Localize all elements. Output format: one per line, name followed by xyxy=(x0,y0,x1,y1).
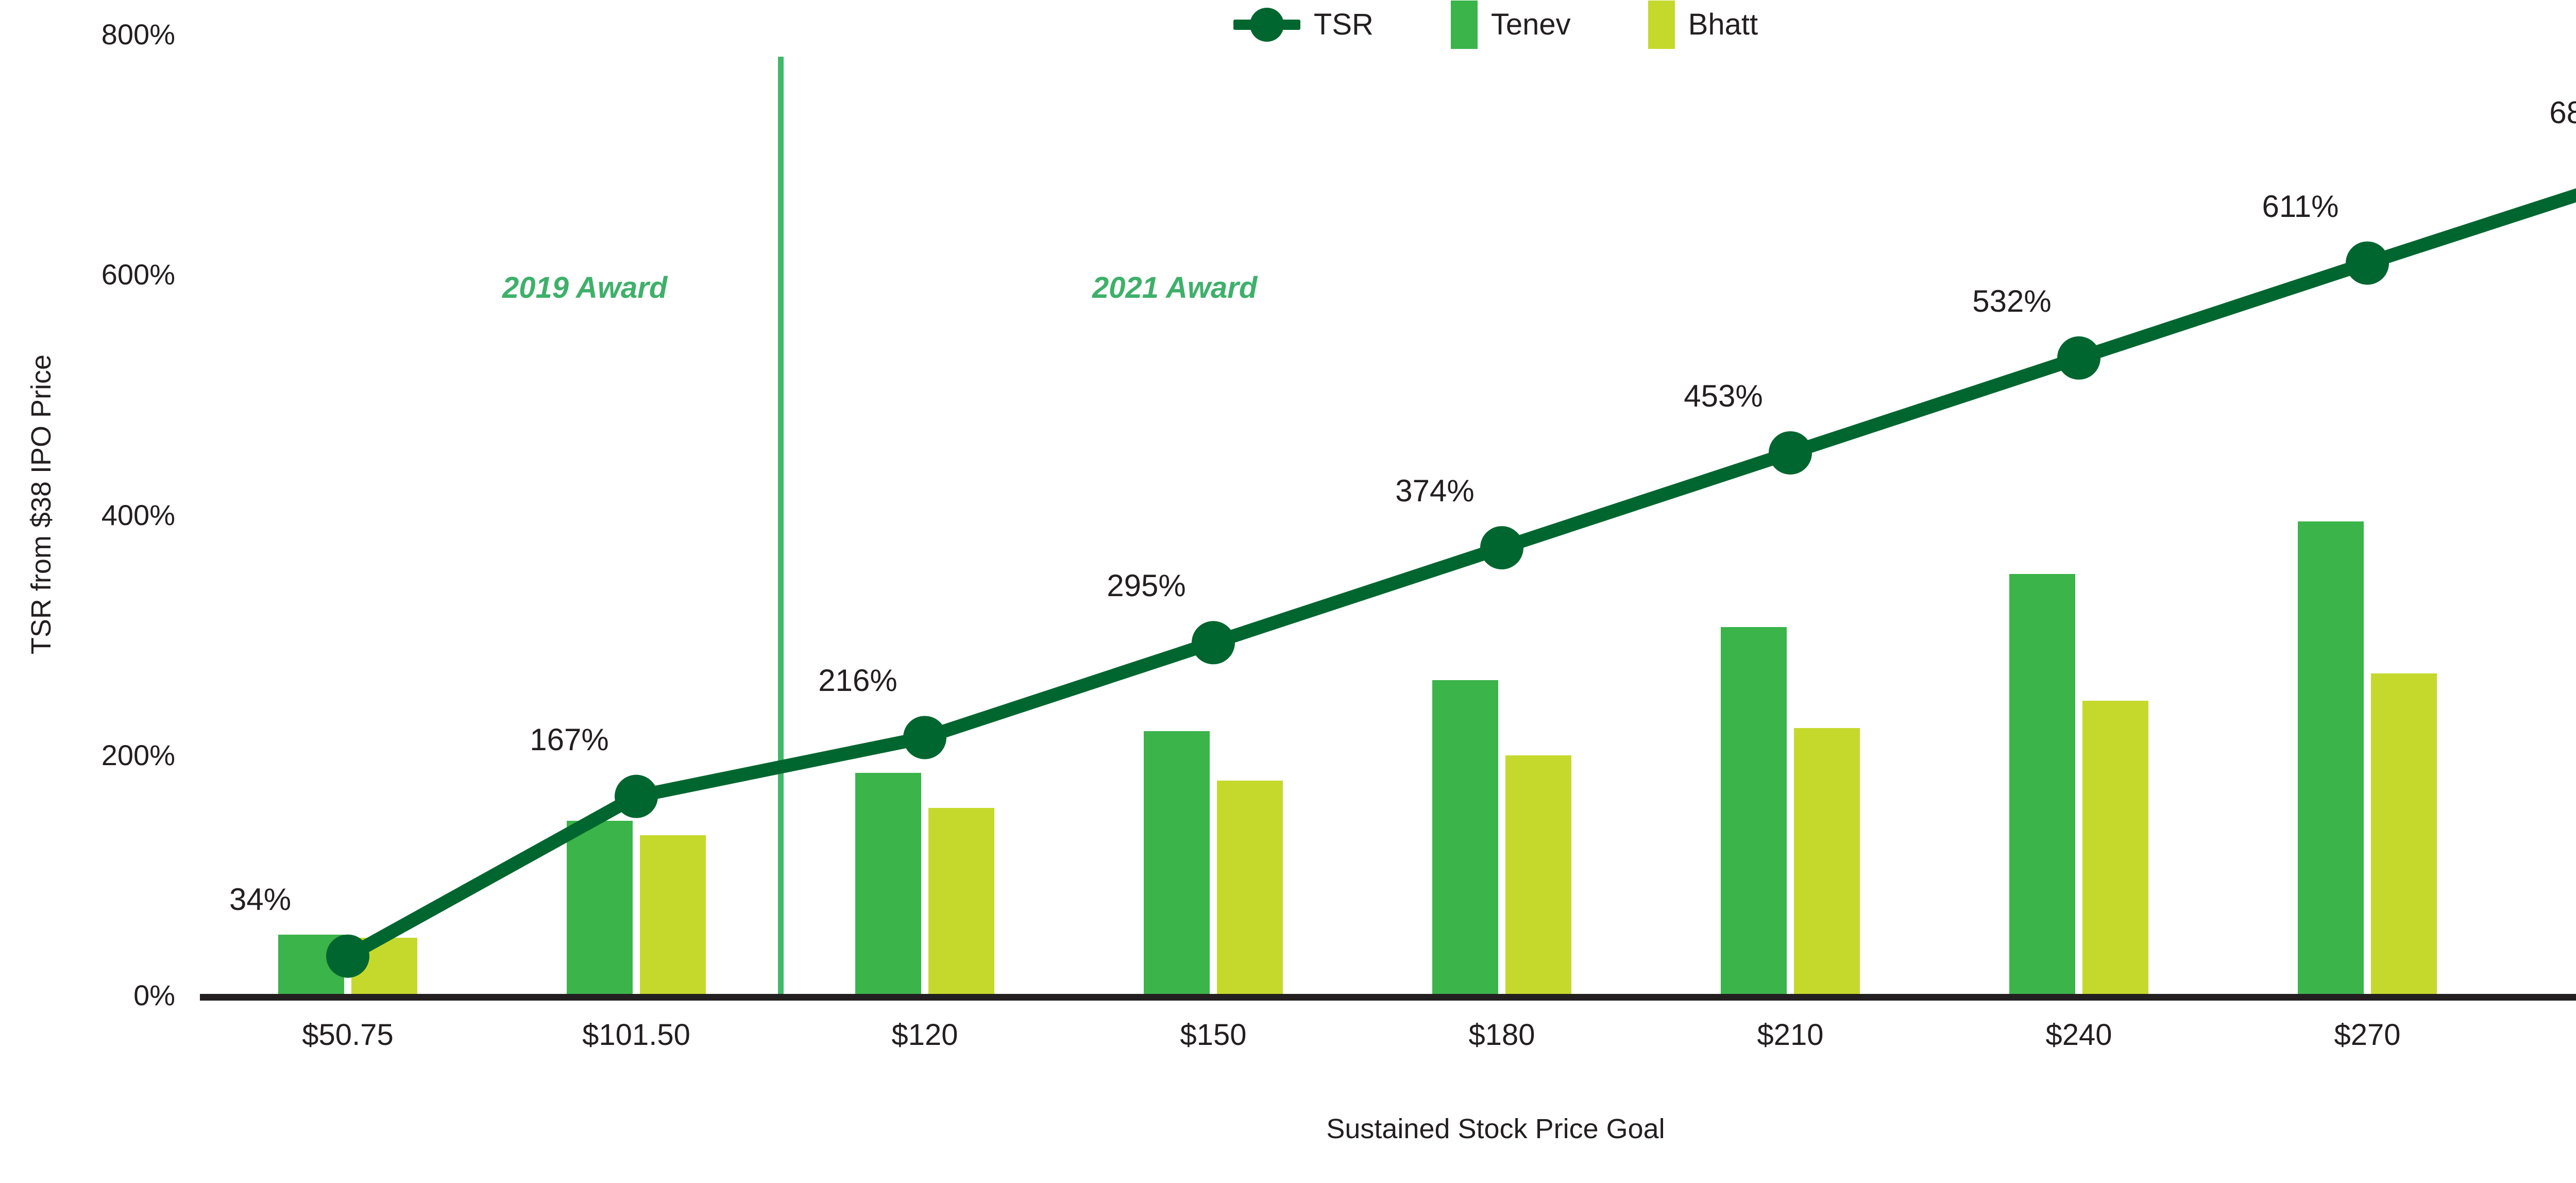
x-tick-2: $120 xyxy=(891,1018,958,1052)
tsr-point-0[interactable] xyxy=(326,934,369,978)
tsr-line-series xyxy=(326,188,2576,978)
x-tick-7: $270 xyxy=(2334,1018,2401,1052)
bar-bhatt-7[interactable] xyxy=(2371,673,2437,997)
legend-label-bhatt: Bhatt xyxy=(1688,8,1758,41)
x-tick-1: $101.50 xyxy=(582,1018,690,1052)
bar-tenev-7[interactable] xyxy=(2298,521,2364,997)
bar-bhatt-6[interactable] xyxy=(2082,700,2148,997)
tsr-data-label-5: 453% xyxy=(1684,378,1763,413)
tsr-data-label-0: 34% xyxy=(229,882,292,917)
tsr-data-label-4: 374% xyxy=(1395,474,1475,509)
bar-bhatt-1[interactable] xyxy=(640,835,706,997)
bar-bhatt-4[interactable] xyxy=(1505,755,1571,997)
tsr-data-label-3: 295% xyxy=(1107,568,1186,603)
legend-label-tsr: TSR xyxy=(1313,8,1374,41)
bar-tenev-5[interactable] xyxy=(1721,627,1787,997)
tsr-data-label-7: 611% xyxy=(2262,189,2339,224)
tsr-point-4[interactable] xyxy=(1480,526,1523,570)
bhatt-swatch-icon xyxy=(1648,1,1675,49)
y-tick-left-0: 0% xyxy=(133,979,175,1011)
chart-legend: TSR Tenev Bhatt xyxy=(0,0,2576,49)
bar-tenev-6[interactable] xyxy=(2009,574,2075,997)
tsr-point-2[interactable] xyxy=(903,716,946,759)
y-tick-left-2: 400% xyxy=(101,498,175,531)
tsr-line-marker-icon xyxy=(1233,8,1300,42)
bar-tenev-4[interactable] xyxy=(1432,680,1498,997)
award-annotation-0: 2019 Award xyxy=(502,271,668,305)
tsr-data-label-6: 532% xyxy=(1972,283,2052,318)
plot-area: 34% 167% 216% 295% 374% 453% 532% 611% 689% 2019… xyxy=(204,36,2576,997)
bar-tenev-1[interactable] xyxy=(567,821,633,997)
y-tick-left-3: 600% xyxy=(101,258,175,291)
y-tick-left-1: 200% xyxy=(101,738,175,771)
tenev-swatch-icon xyxy=(1450,1,1478,49)
x-tick-0: $50.75 xyxy=(302,1018,394,1052)
legend-item-bhatt[interactable]: Bhatt xyxy=(1648,1,1758,49)
legend-item-tsr[interactable]: TSR xyxy=(1233,8,1374,42)
legend-item-tenev[interactable]: Tenev xyxy=(1450,1,1571,49)
bar-tenev-2[interactable] xyxy=(855,772,921,997)
legend-label-tenev: Tenev xyxy=(1490,8,1571,41)
tsr-point-7[interactable] xyxy=(2346,241,2389,285)
x-tick-8: $300 xyxy=(2512,1018,2576,1052)
tsr-point-5[interactable] xyxy=(1769,431,1812,475)
tsr-data-label-2: 216% xyxy=(818,663,897,698)
bar-bhatt-5[interactable] xyxy=(1794,728,1860,997)
tsr-data-label-8: 689% xyxy=(2549,95,2576,130)
tsr-point-3[interactable] xyxy=(1192,621,1235,665)
x-tick-3: $150 xyxy=(1180,1018,1247,1052)
award-annotation-1: 2021 Award xyxy=(1092,271,1258,305)
x-tick-4: $180 xyxy=(1468,1018,1535,1052)
award-period-divider xyxy=(778,57,784,997)
x-axis-baseline xyxy=(200,994,2576,1001)
tsr-polyline xyxy=(341,188,2576,963)
y-axis-left-title: TSR from $38 IPO Price xyxy=(26,354,57,655)
y-tick-left-4: 800% xyxy=(101,18,175,50)
bar-bhatt-3[interactable] xyxy=(1217,781,1283,997)
tsr-data-label-1: 167% xyxy=(530,722,609,757)
bar-bhatt-2[interactable] xyxy=(928,808,994,997)
bar-tenev-3[interactable] xyxy=(1144,731,1210,997)
x-tick-6: $240 xyxy=(2045,1018,2112,1052)
x-tick-5: $210 xyxy=(1757,1018,1824,1052)
tsr-point-6[interactable] xyxy=(2057,336,2100,380)
x-axis-title: Sustained Stock Price Goal xyxy=(1326,1113,1665,1144)
tsr-point-1[interactable] xyxy=(615,774,658,818)
